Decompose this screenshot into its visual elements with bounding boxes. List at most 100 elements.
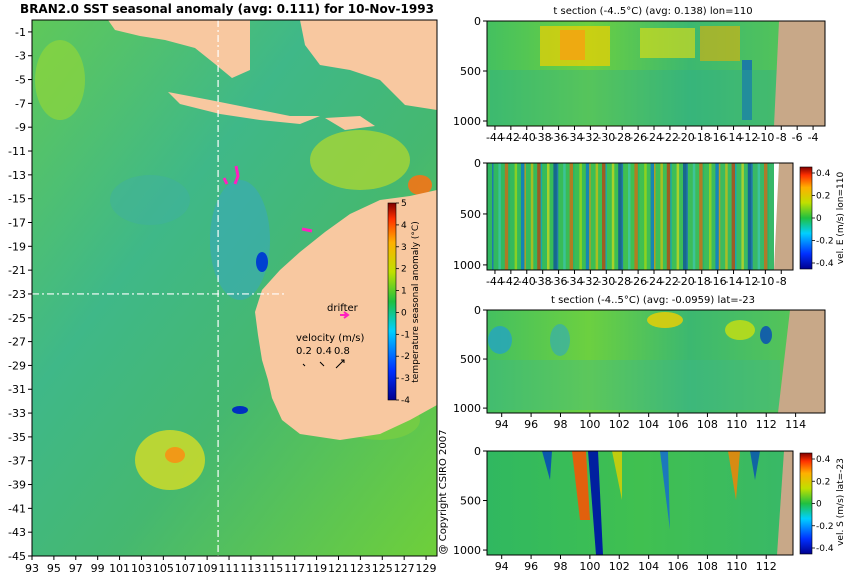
panel1-x-tick-label: -14 — [725, 131, 743, 144]
panel2-x-tick-label: -28 — [613, 275, 631, 288]
panel3-patch — [488, 326, 512, 354]
panel2-stripe — [702, 163, 705, 270]
p2-cbar-tick-label: 0.4 — [816, 169, 831, 179]
panel2-stripe — [605, 163, 607, 270]
panel2-y-tick-label: 0 — [474, 157, 481, 170]
map-y-tick-label: -29 — [8, 359, 26, 372]
map-y-tick-label: -19 — [8, 240, 26, 253]
map-x-tick-label: 95 — [47, 562, 61, 575]
anomaly-patch — [165, 447, 185, 463]
panel2-x-tick-label: -40 — [518, 275, 536, 288]
panel4-x-tick-label: 112 — [756, 560, 777, 573]
panel4-x-tick-label: 96 — [524, 560, 538, 573]
panel2-colorbar — [799, 166, 813, 270]
panel2-x-tick-label: -20 — [677, 275, 695, 288]
panel1-x-tick-label: -44 — [486, 131, 504, 144]
panel1-x-tick-label: -34 — [565, 131, 583, 144]
panel4-x-tick-label: 108 — [697, 560, 718, 573]
panel2-stripe — [514, 163, 518, 270]
panel1-x-tick-label: -16 — [709, 131, 727, 144]
panel2-stripe — [618, 163, 622, 270]
panel1-x-tick-label: -10 — [756, 131, 774, 144]
map-x-tick-label: 101 — [109, 562, 130, 575]
panel4-colorbar-label: vel. S (m/s) lat=-23 — [836, 458, 846, 546]
map-x-tick-label: 117 — [284, 562, 305, 575]
panel2-x-tick-label: -8 — [776, 275, 787, 288]
map-x-tick-label: 111 — [219, 562, 240, 575]
panel2-stripe — [498, 163, 501, 270]
panel4-x-tick-label: 100 — [579, 560, 600, 573]
panel3-y-tick-label: 500 — [460, 353, 481, 366]
map-plot: drifter velocity (m/s) 0.2 0.4 0.8 — [31, 19, 438, 557]
panel2-stripe — [747, 163, 752, 270]
panel4-colorbar-ticks: 0.4 0.2 0 -0.2 -0.4 — [812, 455, 834, 554]
panel2-stripe — [537, 163, 541, 270]
panel3-x-axis: 94 96 98 100 102 104 106 108 110 112 114 — [495, 413, 806, 431]
panel3-patch — [725, 320, 755, 340]
map-colorbar-tick-label: -3 — [401, 374, 410, 384]
map-y-tick-label: -23 — [8, 288, 26, 301]
map-colorbar-tick-label: 4 — [401, 221, 407, 231]
panel1-x-tick-label: -38 — [534, 131, 552, 144]
panel2-x-tick-label: -16 — [709, 275, 727, 288]
panel1-x-axis: -44-42-40-38-36-34-32-30-28-26-24-22-20-… — [486, 126, 819, 144]
panel2-stripe — [602, 163, 606, 270]
panel4-field — [487, 451, 793, 555]
panel2-x-tick-label: -24 — [645, 275, 663, 288]
anomaly-patch — [408, 175, 432, 195]
panel1-patch — [490, 70, 820, 125]
panel2-stripe — [530, 163, 534, 270]
panel1-title: t section (-4..5°C) (avg: 0.138) lon=110 — [553, 6, 752, 17]
panel4-x-tick-label: 106 — [668, 560, 689, 573]
panel2-stripe — [524, 163, 526, 270]
map-y-axis: -1 -3 -5 -7 -9 -11 -13 -15 -17 -19 -21 -23 -25 -27 -29… — [8, 26, 32, 563]
panel4-y-axis: 0 500 1000 — [453, 445, 487, 557]
panel2-stripe — [715, 163, 719, 270]
copyright-text: @ Copyright CSIRO 2007 — [438, 430, 449, 555]
panel2-stripe — [563, 163, 566, 270]
map-colorbar-tick-label: 1 — [401, 287, 407, 297]
drifter-track — [233, 165, 240, 185]
panel4-y-tick-label: 0 — [474, 445, 481, 458]
panel2-stripe — [692, 163, 696, 270]
map-x-tick-label: 113 — [240, 562, 261, 575]
panel2-stripe — [508, 163, 510, 270]
panel2-stripe — [547, 163, 550, 270]
drifter-label: drifter — [327, 303, 359, 314]
panel2-stripe — [573, 163, 575, 270]
panel1-y-tick-label: 500 — [460, 65, 481, 78]
panel4-patch — [750, 451, 760, 480]
panel2-stripe — [650, 163, 655, 270]
panel2-x-tick-label: -32 — [581, 275, 599, 288]
panel2-x-tick-label: -36 — [550, 275, 568, 288]
panel4-patch — [542, 451, 552, 480]
panel3-patch — [490, 360, 780, 410]
map-colorbar-tick-label: 0 — [401, 308, 407, 318]
drifter-track — [222, 177, 229, 185]
panel3-x-tick-label: 112 — [756, 418, 777, 431]
panel3-patch — [647, 312, 683, 328]
panel2-stripe — [767, 163, 769, 270]
panel1-patch — [640, 28, 695, 58]
map-colorbar-tick-label: 5 — [401, 199, 407, 209]
map-y-tick-label: -17 — [8, 216, 26, 229]
anomaly-patch — [232, 406, 248, 414]
map-colorbar-tick-label: 3 — [401, 243, 407, 253]
map-colorbar — [387, 202, 397, 401]
panel1-x-tick-label: -26 — [629, 131, 647, 144]
panel3-y-tick-label: 0 — [474, 304, 481, 317]
panel1-y-tick-label: 1000 — [453, 115, 481, 128]
panel2-stripe — [621, 163, 624, 270]
map-colorbar-tick-label: -2 — [401, 352, 410, 362]
panel1-x-tick-label: -36 — [550, 131, 568, 144]
panel3-frame — [486, 309, 826, 414]
panel2-stripe — [735, 163, 737, 270]
panel3-x-tick-label: 98 — [553, 418, 567, 431]
velocity-scale-1: 0.2 — [296, 346, 312, 357]
panel3-x-tick-label: 96 — [524, 418, 538, 431]
panel2-stripe — [585, 163, 590, 270]
panel2-stripe — [699, 163, 703, 270]
panel2-x-tick-label: -12 — [740, 275, 758, 288]
panel2-x-tick-label: -10 — [756, 275, 774, 288]
panel1-y-axis: 0 500 1000 — [453, 15, 487, 128]
